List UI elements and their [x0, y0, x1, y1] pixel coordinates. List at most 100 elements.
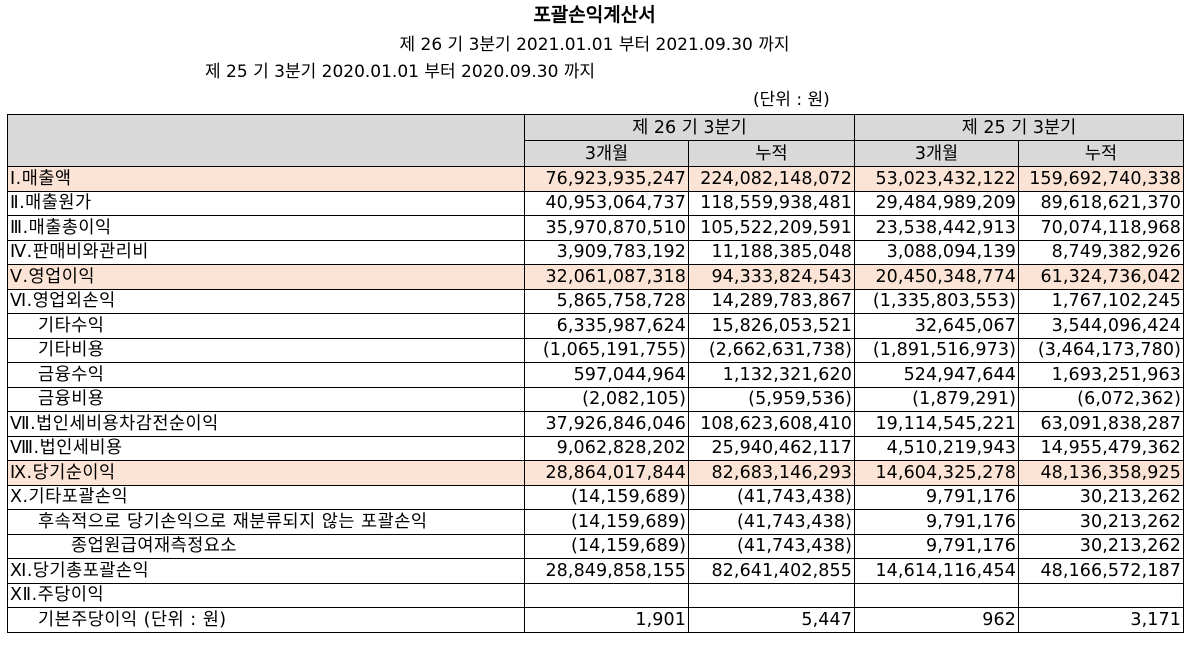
header-current-3m: 3개월 — [524, 140, 689, 167]
current-cum-value: (41,743,438) — [688, 484, 855, 510]
prior-3m-value: 14,604,325,278 — [854, 460, 1019, 486]
row-label: Ⅴ.영업이익 — [7, 264, 525, 290]
row-label: Ⅷ.법인세비용 — [7, 435, 525, 461]
prior-3m-value: 53,023,432,122 — [854, 166, 1019, 192]
header-row-columns: 3개월 누적 3개월 누적 — [8, 140, 1184, 167]
row-label: 금융수익 — [7, 362, 525, 388]
prior-3m-value — [854, 582, 1019, 608]
unit-label: (단위 : 원) — [753, 90, 830, 110]
row-label: 기타비용 — [7, 337, 525, 363]
current-3m-value: 37,926,846,046 — [524, 411, 689, 437]
prior-cum-value — [1018, 582, 1184, 608]
prior-cum-value: 48,136,358,925 — [1018, 460, 1184, 486]
current-3m-value: 3,909,783,192 — [524, 239, 689, 265]
current-3m-value: 5,865,758,728 — [524, 288, 689, 314]
prior-cum-value: 3,544,096,424 — [1018, 313, 1184, 339]
prior-3m-value: 9,791,176 — [854, 484, 1019, 510]
row-label: Ⅸ.당기순이익 — [7, 460, 525, 486]
current-cum-value: 108,623,608,410 — [688, 411, 855, 437]
prior-cum-value: 14,955,479,362 — [1018, 435, 1184, 461]
prior-cum-value: (6,072,362) — [1018, 386, 1184, 412]
table-row: 기타비용 (1,065,191,755) (2,662,631,738) (1,891… — [7, 337, 1184, 363]
row-label: Ⅲ.매출총이익 — [7, 215, 525, 241]
current-cum-value: 224,082,148,072 — [688, 166, 855, 192]
current-cum-value: 82,641,402,855 — [688, 558, 855, 584]
current-cum-value: 25,940,462,117 — [688, 435, 855, 461]
current-3m-value: 40,953,064,737 — [524, 190, 689, 216]
table-row: 기본주당이익 (단위 : 원) 1,901 5,447 962 3,171 — [7, 607, 1184, 633]
current-cum-value: 1,132,321,620 — [688, 362, 855, 388]
table-row: 금융수익 597,044,964 1,132,321,620 524,947,644 1… — [7, 362, 1184, 388]
prior-cum-value: 30,213,262 — [1018, 533, 1184, 559]
prior-3m-value: 9,791,176 — [854, 533, 1019, 559]
current-cum-value: (2,662,631,738) — [688, 337, 855, 363]
current-cum-value: 5,447 — [688, 607, 855, 633]
current-3m-value — [524, 582, 689, 608]
row-label: Ⅶ.법인세비용차감전순이익 — [7, 411, 525, 437]
row-label: 기타수익 — [7, 313, 525, 339]
prior-3m-value: (1,879,291) — [854, 386, 1019, 412]
current-cum-value: 15,826,053,521 — [688, 313, 855, 339]
current-cum-value: 14,289,783,867 — [688, 288, 855, 314]
prior-3m-value: 23,538,442,913 — [854, 215, 1019, 241]
header-current-cum: 누적 — [688, 140, 855, 167]
current-3m-value: 32,061,087,318 — [524, 264, 689, 290]
prior-cum-value: 159,692,740,338 — [1018, 166, 1184, 192]
current-3m-value: 76,923,935,247 — [524, 166, 689, 192]
table-row: Ⅱ.매출원가 40,953,064,737 118,559,938,481 29,48… — [7, 190, 1184, 216]
current-3m-value: (2,082,105) — [524, 386, 689, 412]
prior-3m-value: 3,088,094,139 — [854, 239, 1019, 265]
prior-3m-value: (1,891,516,973) — [854, 337, 1019, 363]
current-3m-value: 6,335,987,624 — [524, 313, 689, 339]
row-label: Ⅵ.영업외손익 — [7, 288, 525, 314]
row-label: Ⅱ.매출원가 — [7, 190, 525, 216]
prior-cum-value: 30,213,262 — [1018, 509, 1184, 535]
prior-cum-value: 8,749,382,926 — [1018, 239, 1184, 265]
prior-cum-value: 3,171 — [1018, 607, 1184, 633]
current-3m-value: 597,044,964 — [524, 362, 689, 388]
prior-3m-value: 32,645,067 — [854, 313, 1019, 339]
table-row: Ⅷ.법인세비용 9,062,828,202 25,940,462,117 4,510,… — [7, 435, 1184, 461]
current-cum-value: (5,959,536) — [688, 386, 855, 412]
current-3m-value: 28,849,858,155 — [524, 558, 689, 584]
header-prior-cum: 누적 — [1018, 140, 1184, 167]
table-row: Ⅹ.기타포괄손익 (14,159,689) (41,743,438) 9,791,17… — [7, 484, 1184, 510]
prior-3m-value: 9,791,176 — [854, 509, 1019, 535]
prior-cum-value: 61,324,736,042 — [1018, 264, 1184, 290]
prior-3m-value: 4,510,219,943 — [854, 435, 1019, 461]
table-row: Ⅵ.영업외손익 5,865,758,728 14,289,783,867 (1,335… — [7, 288, 1184, 314]
current-3m-value: 9,062,828,202 — [524, 435, 689, 461]
prior-3m-value: 19,114,545,221 — [854, 411, 1019, 437]
table-row: Ⅳ.판매비와관리비 3,909,783,192 11,188,385,048 3,08… — [7, 239, 1184, 265]
header-prior-3m: 3개월 — [854, 140, 1019, 167]
prior-cum-value: 30,213,262 — [1018, 484, 1184, 510]
prior-3m-value: 29,484,989,209 — [854, 190, 1019, 216]
current-3m-value: (14,159,689) — [524, 484, 689, 510]
table-row: Ⅶ.법인세비용차감전순이익 37,926,846,046 108,623,608,4… — [7, 411, 1184, 437]
income-statement-table: 제 26 기 3분기 제 25 기 3분기 3개월 누적 3개월 누적 Ⅰ.매출… — [7, 114, 1184, 633]
current-cum-value: 82,683,146,293 — [688, 460, 855, 486]
current-cum-value: 118,559,938,481 — [688, 190, 855, 216]
current-cum-value: 94,333,824,543 — [688, 264, 855, 290]
prior-cum-value: (3,464,173,780) — [1018, 337, 1184, 363]
current-3m-value: (14,159,689) — [524, 509, 689, 535]
row-label: Ⅳ.판매비와관리비 — [7, 239, 525, 265]
current-cum-value: 11,188,385,048 — [688, 239, 855, 265]
table-row: Ⅲ.매출총이익 35,970,870,510 105,522,209,591 23,5… — [7, 215, 1184, 241]
row-label: Ⅰ.매출액 — [7, 166, 525, 192]
current-period-range: 제 26 기 3분기 2021.01.01 부터 2021.09.30 까지 — [399, 35, 790, 55]
table-row: Ⅴ.영업이익 32,061,087,318 94,333,824,543 20,450… — [7, 264, 1184, 290]
table-row: 종업원급여재측정요소 (14,159,689) (41,743,438) 9,791,… — [7, 533, 1184, 559]
prior-cum-value: 89,618,621,370 — [1018, 190, 1184, 216]
header-prior-period: 제 25 기 3분기 — [854, 114, 1184, 141]
current-3m-value: 28,864,017,844 — [524, 460, 689, 486]
table-row: Ⅺ.당기총포괄손익 28,849,858,155 82,641,402,855 14,… — [7, 558, 1184, 584]
prior-3m-value: 524,947,644 — [854, 362, 1019, 388]
prior-3m-value: 14,614,116,454 — [854, 558, 1019, 584]
current-cum-value: (41,743,438) — [688, 509, 855, 535]
row-label: 후속적으로 당기손익으로 재분류되지 않는 포괄손익 — [7, 509, 525, 535]
prior-3m-value: 962 — [854, 607, 1019, 633]
row-label: 기본주당이익 (단위 : 원) — [7, 607, 525, 633]
row-label: Ⅺ.당기총포괄손익 — [7, 558, 525, 584]
current-cum-value: 105,522,209,591 — [688, 215, 855, 241]
